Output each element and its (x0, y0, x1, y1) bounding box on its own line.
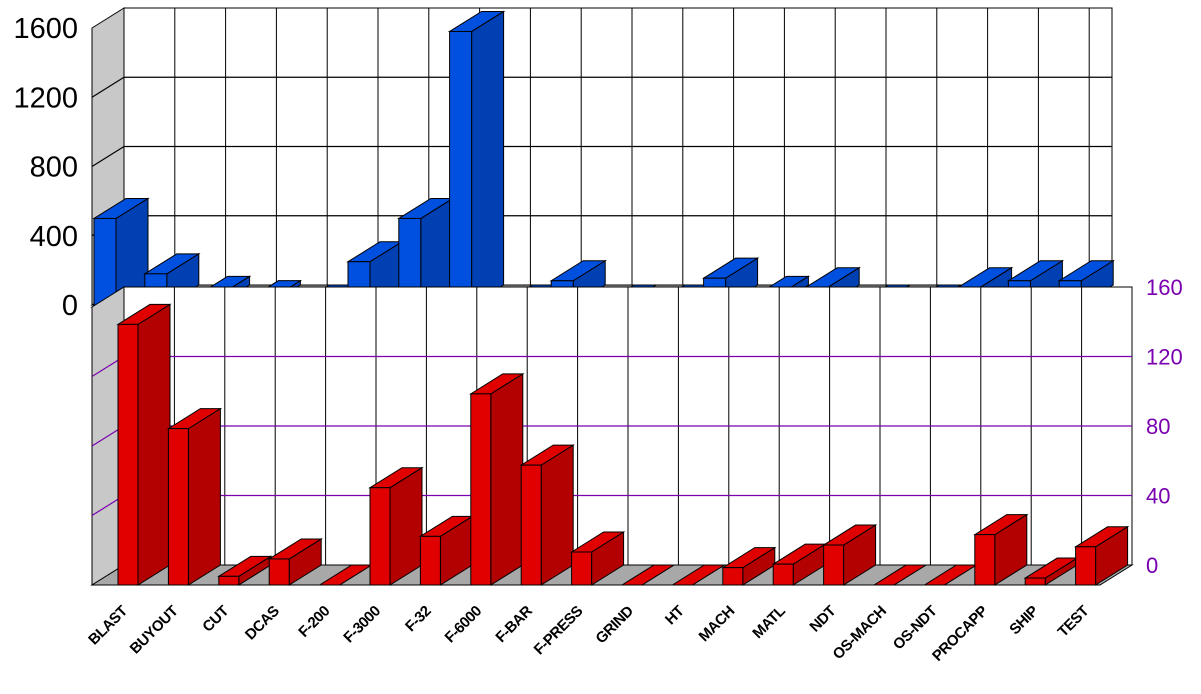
bar-grind (620, 564, 676, 586)
category-label: DCAS (242, 602, 283, 643)
y-tick-label: 400 (30, 221, 78, 253)
bottom-chart-panel: 0 40 80 120 160 (90, 275, 1183, 586)
bar-f-6000 (469, 372, 525, 586)
bar-ht (670, 564, 727, 586)
category-label: CUT (199, 603, 232, 636)
bar-f-32 (397, 197, 455, 306)
category-label: F-3000 (340, 603, 384, 647)
category-label: OS-NDT (890, 603, 941, 654)
bar-f-press (569, 531, 626, 586)
y-tick-label: 800 (30, 152, 78, 184)
y-tick-label: 0 (1146, 553, 1158, 578)
category-label: MATL (749, 603, 789, 643)
y-tick-label: 40 (1146, 484, 1170, 509)
bar-f-6000 (447, 10, 506, 306)
y-tick-label: 80 (1146, 414, 1170, 439)
top-chart-panel: 0 400 800 1200 1600 (13, 7, 1115, 322)
y-tick-label: 1200 (13, 82, 78, 114)
bar-cut (217, 555, 273, 586)
category-label: NDT (806, 603, 839, 636)
side-gridline (91, 76, 125, 98)
category-label: BUYOUT (127, 603, 182, 658)
y-tick-label: 160 (1146, 275, 1183, 300)
bar-matl (771, 543, 827, 586)
bar-test (1073, 525, 1130, 586)
y-tick-label: 120 (1146, 345, 1183, 370)
category-label: PROCAPP (929, 602, 991, 664)
bar-os-mach (872, 564, 928, 586)
category-label: F-200 (295, 603, 333, 641)
category-label: F-PRESS (531, 602, 587, 658)
bar-f-3000 (368, 466, 424, 586)
category-label: TEST (1055, 603, 1093, 641)
bar-procapp (973, 513, 1029, 586)
bar-dcas (267, 538, 323, 586)
category-label: OS-MACH (830, 603, 890, 663)
category-label: SHIP (1006, 602, 1042, 638)
category-label: GRIND (592, 602, 637, 647)
y-tick-label: 0 (62, 290, 78, 322)
category-label: F-BAR (492, 602, 536, 646)
bar-buyout (166, 407, 223, 586)
category-label: BLAST (85, 603, 131, 649)
category-label: HT (662, 603, 688, 629)
category-label: F-32 (402, 603, 435, 636)
category-label: F-6000 (442, 603, 486, 647)
category-label: MACH (696, 603, 738, 645)
bar-blast (116, 303, 172, 586)
side-gridline (91, 145, 125, 168)
bar-f-32 (418, 515, 475, 586)
bar-f-bar (519, 444, 575, 586)
y-tick-label: 1600 (13, 13, 78, 45)
bar-blast (92, 197, 150, 306)
bar-ndt (821, 524, 878, 586)
